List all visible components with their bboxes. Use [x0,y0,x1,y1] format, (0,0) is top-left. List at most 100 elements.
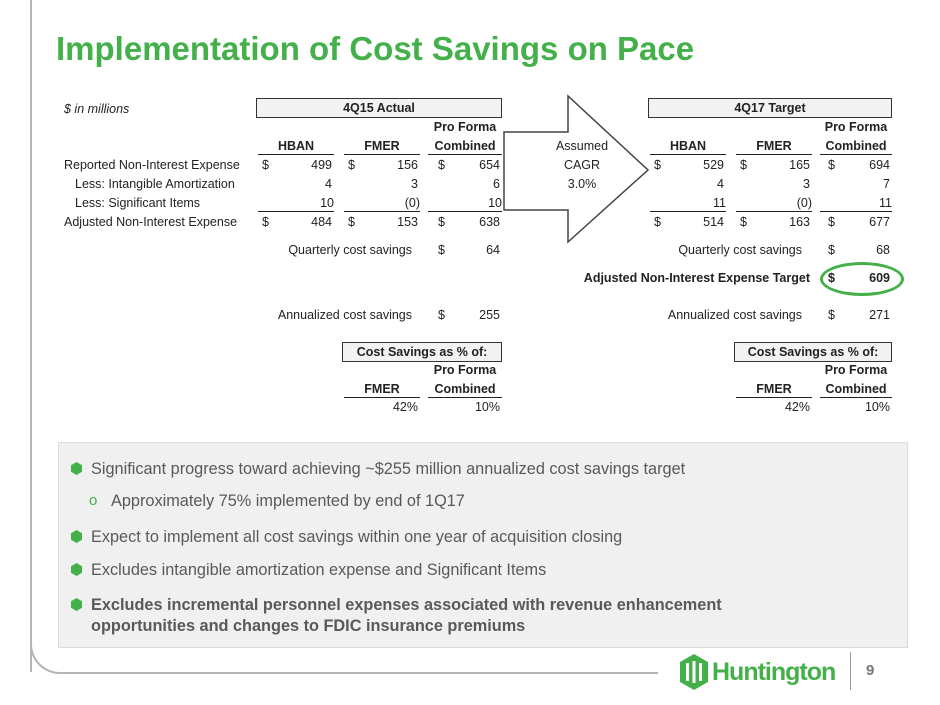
currency-sign: $ [438,243,445,257]
bullet-text: Approximately 75% implemented by end of … [111,492,465,510]
actual-hban-value: 484 [311,215,332,229]
currency-sign: $ [654,158,661,172]
actual-pf-value: 638 [479,215,500,229]
actual-pf-value: 6 [493,177,500,191]
target-quarterly-label: Quarterly cost savings [678,243,802,257]
target-col-pf-2: Combined [820,138,892,155]
actual-savings-pf: 10% [474,400,500,414]
actual-col-pf-2: Combined [428,138,502,155]
bullet-text: Significant progress toward achieving ~$… [91,460,686,478]
currency-sign: $ [740,158,747,172]
target-savings-fmer: 42% [784,400,810,414]
actual-hban-value: 4 [325,177,332,191]
hexagon-bullet-icon [71,530,82,543]
currency-sign: $ [348,215,355,229]
row-label: Less: Intangible Amortization [75,177,235,191]
actual-hban-value: 499 [311,158,332,172]
bullet-panel: Significant progress toward achieving ~$… [58,442,908,648]
actual-col-pf-1: Pro Forma [433,120,497,134]
actual-pf-value: 654 [479,158,500,172]
actual-savings-fmer: 42% [392,400,418,414]
actual-annualized-value: 255 [479,308,500,322]
actual-fmer-value: 153 [397,215,418,229]
row-label: Less: Significant Items [75,196,201,210]
cagr-arrow-icon [503,94,650,244]
footer-divider [850,652,851,690]
target-header: 4Q17 Target [648,98,892,118]
actual-savings-col-fmer: FMER [344,381,420,398]
target-annualized-label: Annualized cost savings [667,308,802,322]
currency-sign: $ [654,215,661,229]
currency-sign: $ [828,158,835,172]
actual-quarterly-value: 64 [486,243,500,257]
hexagon-bullet-icon [71,462,82,475]
currency-sign: $ [348,158,355,172]
target-pf-value: 694 [869,158,890,172]
target-savings-col-pf-2: Combined [820,381,892,398]
currency-sign: $ [262,215,269,229]
target-savings-col-pf-1: Pro Forma [824,363,888,377]
currency-sign: $ [262,158,269,172]
currency-sign: $ [828,308,835,322]
target-col-pf-1: Pro Forma [824,120,888,134]
actual-pf-value: 10 [428,195,502,212]
row-label: Reported Non-Interest Expense [64,158,240,172]
bullet-text: Excludes intangible amortization expense… [91,561,547,579]
target-col-fmer: FMER [736,138,812,155]
actual-col-fmer: FMER [344,138,420,155]
target-annualized-value: 271 [869,308,890,322]
target-fmer-value: 165 [789,158,810,172]
highlight-ellipse [820,262,904,296]
target-pf-value: 7 [883,177,890,191]
actual-col-hban: HBAN [258,138,334,155]
currency-sign: $ [438,158,445,172]
actual-savings-col-pf-1: Pro Forma [433,363,497,377]
currency-sign: $ [740,215,747,229]
target-quarterly-value: 68 [876,243,890,257]
page-title: Implementation of Cost Savings on Pace [56,30,695,67]
target-hban-value: 514 [703,215,724,229]
circle-bullet-icon: o [89,492,98,509]
frame-bottom-border [68,672,658,674]
currency-sign: $ [828,243,835,257]
arrow-line2: CAGR [563,158,601,172]
arrow-line3: 3.0% [567,177,597,191]
row-label: Adjusted Non-Interest Expense [64,215,238,229]
actual-annualized-label: Annualized cost savings [277,308,412,322]
target-hban-value: 4 [717,177,724,191]
target-pf-value: 677 [869,215,890,229]
units-note: $ in millions [64,102,130,116]
target-pf-value: 11 [820,195,892,212]
target-fmer-value: (0) [736,195,812,212]
target-savings-pf: 10% [864,400,890,414]
actual-savings-header: Cost Savings as % of: [342,342,502,362]
currency-sign: $ [438,215,445,229]
target-fmer-value: 3 [803,177,810,191]
page-number: 9 [866,662,875,679]
target-col-hban: HBAN [650,138,726,155]
bullet-text: Expect to implement all cost savings wit… [91,528,623,546]
actual-hban-value: 10 [258,195,334,212]
hexagon-bullet-icon [71,563,82,576]
target-hban-value: 529 [703,158,724,172]
bullet-text: opportunities and changes to FDIC insura… [91,617,526,635]
hexagon-bullet-icon [71,598,82,611]
target-fmer-value: 163 [789,215,810,229]
actual-fmer-value: 156 [397,158,418,172]
actual-savings-col-pf-2: Combined [428,381,502,398]
arrow-line1: Assumed [555,139,609,153]
actual-quarterly-label: Quarterly cost savings [288,243,412,257]
currency-sign: $ [828,215,835,229]
currency-sign: $ [438,308,445,322]
target-savings-header: Cost Savings as % of: [734,342,892,362]
target-hban-value: 11 [650,195,726,212]
huntington-logo-icon [680,654,708,690]
actual-fmer-value: (0) [344,195,420,212]
adjusted-target-label: Adjusted Non-Interest Expense Target [583,271,810,285]
frame-left-border [30,0,32,672]
actual-fmer-value: 3 [411,177,418,191]
bullet-text: Excludes incremental personnel expenses … [91,596,722,614]
actual-header: 4Q15 Actual [256,98,502,118]
logo-text: Huntington [712,658,836,686]
target-savings-col-fmer: FMER [736,381,812,398]
